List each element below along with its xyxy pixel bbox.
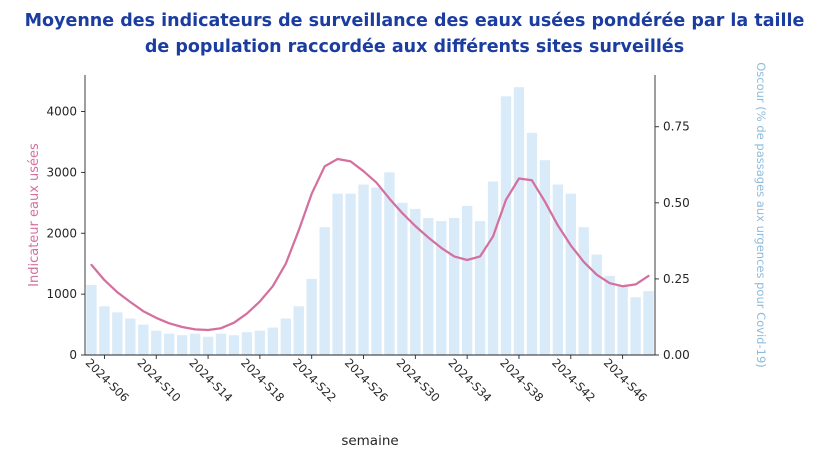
y-tick-label-right: 0.50 bbox=[663, 196, 690, 210]
chart-area: 0 1000 2000 3000 4000 0.00 0.25 0.50 0.75 2024-S0… bbox=[0, 60, 829, 462]
bar bbox=[565, 193, 576, 355]
bar bbox=[436, 221, 447, 355]
bar bbox=[397, 202, 408, 355]
x-tick-label: 2024-S06 bbox=[83, 356, 132, 405]
x-axis-label: semaine bbox=[341, 433, 398, 449]
bar bbox=[125, 318, 136, 355]
x-tick-label: 2024-S14 bbox=[186, 356, 235, 405]
y-tick-label-left: 0 bbox=[69, 348, 77, 362]
y-axis-right: 0.00 0.25 0.50 0.75 bbox=[655, 120, 690, 362]
y-tick-label-right: 0.00 bbox=[663, 348, 690, 362]
chart-title: Moyenne des indicateurs de surveillance … bbox=[0, 0, 829, 61]
x-tick-label: 2024-S42 bbox=[549, 356, 598, 405]
bar bbox=[306, 278, 317, 355]
x-tick-label: 2024-S34 bbox=[445, 356, 494, 405]
y-tick-label-right: 0.75 bbox=[663, 120, 690, 134]
x-tick-label: 2024-S18 bbox=[238, 356, 287, 405]
bar bbox=[410, 208, 421, 355]
bar bbox=[254, 330, 266, 355]
bar bbox=[86, 285, 97, 355]
bar bbox=[99, 306, 110, 355]
trend-line bbox=[90, 157, 650, 332]
y-tick-label-left: 4000 bbox=[46, 105, 77, 119]
bar bbox=[617, 285, 628, 355]
bar bbox=[138, 324, 149, 355]
bar bbox=[267, 327, 279, 355]
bar bbox=[384, 172, 395, 355]
bar bbox=[578, 227, 589, 355]
bar bbox=[112, 312, 123, 355]
bar bbox=[513, 87, 525, 356]
bar bbox=[189, 333, 201, 355]
y-axis-left: 0 1000 2000 3000 4000 bbox=[46, 105, 85, 362]
bar bbox=[228, 335, 240, 355]
bar bbox=[358, 184, 369, 355]
bar bbox=[215, 333, 227, 355]
x-axis: 2024-S06 2024-S10 2024-S14 2024-S18 2024-S22… bbox=[83, 355, 650, 405]
bar bbox=[345, 193, 356, 355]
y-tick-label-left: 3000 bbox=[46, 165, 77, 179]
y-tick-label-left: 1000 bbox=[46, 287, 77, 301]
bar bbox=[151, 330, 162, 355]
bar bbox=[539, 160, 551, 355]
x-tick-label: 2024-S30 bbox=[394, 356, 443, 405]
bar bbox=[630, 297, 641, 355]
bar-series-oscour bbox=[86, 87, 654, 356]
bar bbox=[474, 221, 486, 355]
bar bbox=[176, 335, 188, 355]
bar bbox=[202, 336, 214, 355]
chart-title-line2: de population raccordée aux différents s… bbox=[144, 37, 685, 58]
bar bbox=[643, 291, 654, 355]
line-series-eaux-usees bbox=[90, 157, 650, 332]
y-axis-label-right: Oscour (% de passages aux urgences pour … bbox=[754, 62, 768, 368]
bar bbox=[280, 318, 291, 355]
axes-frame bbox=[84, 75, 656, 356]
x-tick-label: 2024-S26 bbox=[342, 356, 391, 405]
bar bbox=[500, 96, 512, 356]
bar bbox=[552, 184, 564, 355]
chart-title-line1: Moyenne des indicateurs de surveillance … bbox=[24, 11, 805, 31]
bar bbox=[423, 218, 434, 355]
bar bbox=[164, 333, 175, 355]
bar bbox=[371, 187, 382, 355]
x-tick-label: 2024-S46 bbox=[601, 356, 650, 405]
bar bbox=[461, 205, 473, 355]
x-tick-label: 2024-S22 bbox=[290, 356, 339, 405]
chart-svg: 0 1000 2000 3000 4000 0.00 0.25 0.50 0.75 2024-S0… bbox=[27, 62, 768, 449]
y-tick-label-left: 2000 bbox=[46, 226, 77, 240]
bar bbox=[449, 218, 460, 355]
bar bbox=[487, 181, 499, 355]
bar bbox=[241, 332, 253, 355]
x-tick-label: 2024-S38 bbox=[497, 356, 546, 405]
bar bbox=[293, 306, 304, 355]
y-tick-label-right: 0.25 bbox=[663, 272, 690, 286]
bar bbox=[526, 132, 538, 355]
y-axis-label-left: Indicateur eaux usées bbox=[27, 143, 42, 287]
x-tick-label: 2024-S10 bbox=[135, 356, 184, 405]
bar bbox=[319, 227, 330, 355]
bar bbox=[591, 254, 602, 355]
bar bbox=[604, 275, 615, 355]
bar bbox=[332, 193, 343, 355]
